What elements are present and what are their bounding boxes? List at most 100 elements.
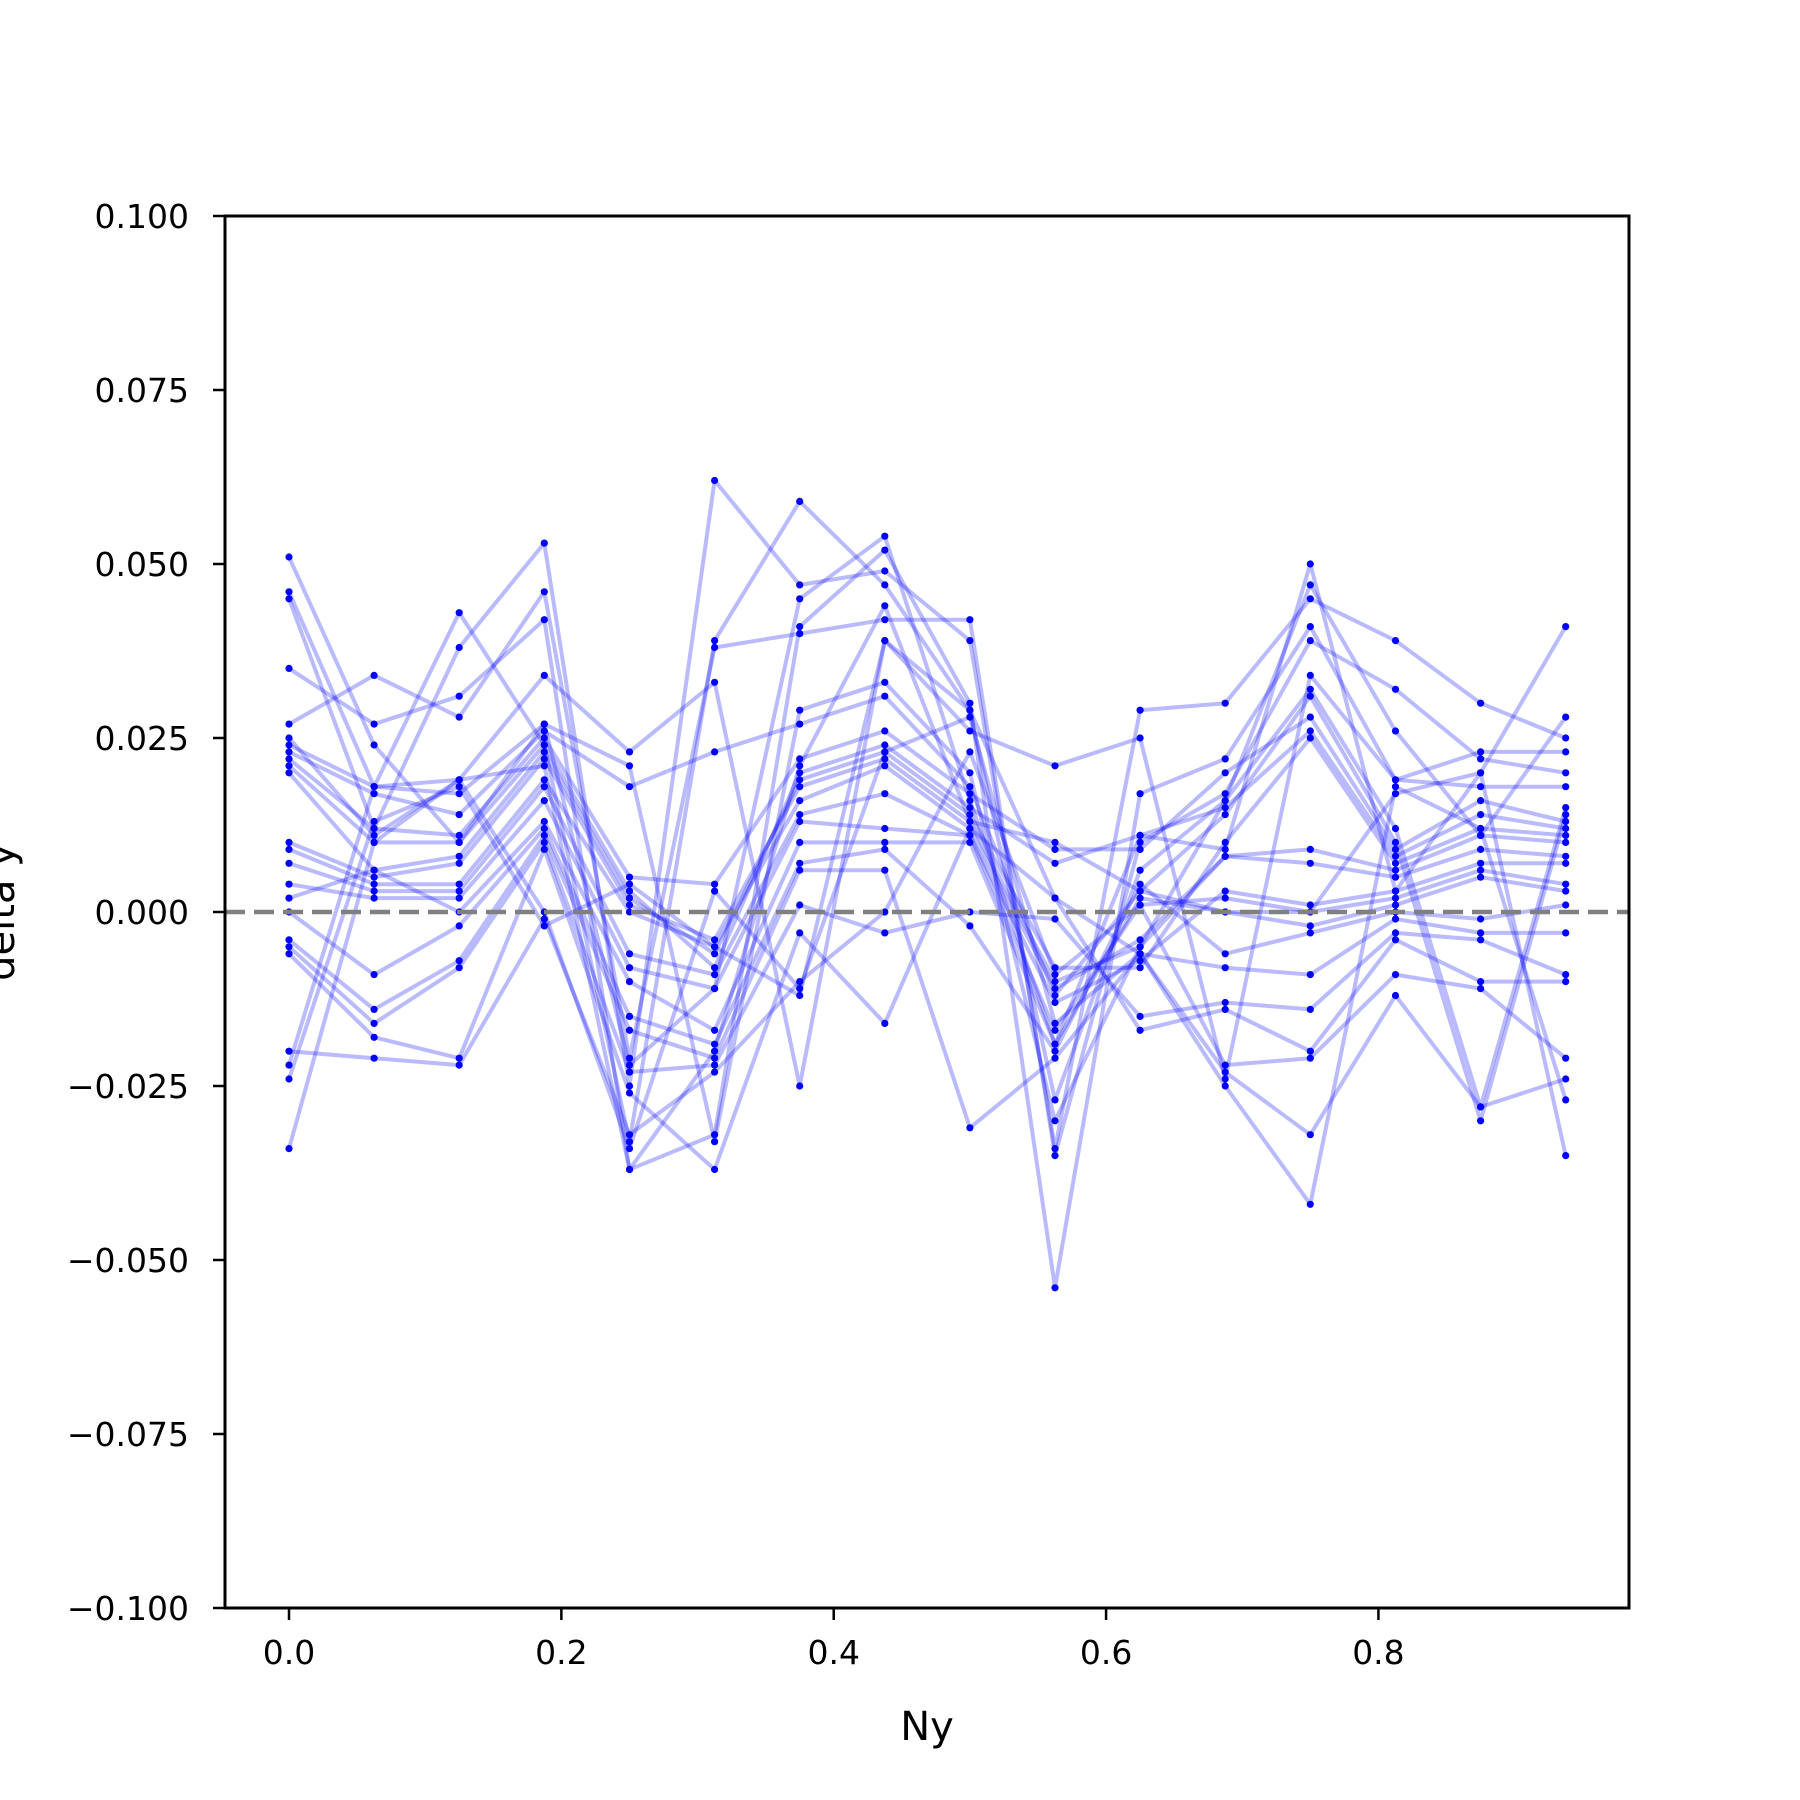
data-point	[881, 581, 889, 589]
data-point	[1051, 1019, 1059, 1027]
data-point	[1306, 692, 1314, 700]
data-point	[796, 776, 804, 784]
series-line-2	[287, 478, 1567, 1151]
data-point	[285, 943, 293, 951]
data-point	[881, 532, 889, 540]
data-point	[1306, 560, 1314, 568]
data-point	[1477, 1117, 1485, 1125]
data-point	[1391, 887, 1400, 895]
data-point	[370, 671, 378, 680]
data-point	[370, 880, 378, 888]
data-point	[1562, 623, 1570, 631]
data-point	[1221, 1068, 1229, 1076]
data-point	[966, 748, 974, 756]
data-point	[1306, 922, 1314, 930]
data-point	[285, 595, 293, 603]
data-point	[881, 845, 889, 854]
data-point	[881, 692, 889, 700]
data-point	[881, 748, 889, 756]
data-point	[540, 762, 548, 770]
data-point	[285, 769, 293, 777]
data-point	[540, 824, 548, 833]
data-point	[1562, 769, 1570, 777]
data-point	[881, 616, 889, 624]
data-point	[711, 1040, 719, 1048]
data-point	[1477, 859, 1485, 867]
series-line-21	[287, 715, 1567, 1151]
data-point	[796, 866, 804, 874]
data-point	[1477, 936, 1485, 944]
data-point	[540, 817, 548, 826]
data-point	[1051, 991, 1059, 1000]
data-point	[625, 901, 634, 909]
data-point	[796, 838, 804, 847]
y-tick-label: 0.075	[95, 371, 189, 410]
data-point	[1391, 852, 1400, 860]
data-point	[285, 1061, 293, 1069]
data-point	[796, 797, 804, 805]
data-point	[455, 852, 463, 860]
data-point	[1562, 880, 1570, 888]
data-point	[1562, 783, 1570, 791]
series-lines	[287, 478, 1568, 1290]
data-point	[881, 824, 889, 833]
data-point	[1391, 929, 1400, 937]
data-point	[285, 845, 293, 854]
data-point	[540, 748, 548, 756]
data-point	[1477, 831, 1485, 840]
data-point	[1477, 699, 1485, 707]
data-point	[625, 1068, 634, 1076]
series-line-0	[287, 534, 1568, 1068]
data-point	[370, 817, 378, 826]
data-point	[966, 824, 974, 833]
data-point	[1221, 797, 1229, 805]
data-point	[1136, 845, 1144, 854]
data-point	[1477, 797, 1485, 805]
data-point	[1221, 790, 1229, 798]
data-point	[285, 880, 293, 888]
series-line-15	[288, 819, 1567, 1047]
data-point	[1221, 845, 1229, 854]
data-point	[1221, 769, 1229, 777]
data-point	[285, 859, 293, 867]
data-point	[285, 950, 293, 958]
data-point	[881, 838, 889, 847]
data-point	[1306, 901, 1314, 909]
data-point	[1562, 1152, 1570, 1160]
data-point	[455, 609, 463, 617]
data-point	[796, 929, 804, 937]
data-point	[796, 991, 804, 1000]
data-point	[1221, 964, 1229, 972]
data-point	[1051, 1026, 1059, 1034]
data-point	[966, 699, 974, 707]
data-point	[625, 1054, 634, 1062]
data-point	[1562, 901, 1570, 909]
data-point	[1051, 838, 1059, 847]
x-axis-title: Ny	[900, 1704, 954, 1750]
data-point	[1477, 769, 1485, 777]
data-point	[1391, 936, 1400, 944]
data-point	[881, 790, 889, 798]
data-point	[455, 1061, 463, 1069]
data-point	[881, 866, 889, 874]
data-point	[455, 783, 463, 791]
series-line-13	[288, 784, 1566, 1005]
series-line-9	[287, 729, 1567, 970]
data-point	[540, 838, 548, 847]
data-point	[1051, 971, 1059, 979]
data-point	[711, 1131, 719, 1139]
x-tick-label: 0.4	[807, 1633, 859, 1672]
data-point	[966, 831, 974, 840]
data-point	[1051, 985, 1059, 993]
data-point	[1562, 817, 1570, 826]
data-point	[1306, 671, 1314, 680]
data-point	[625, 783, 634, 791]
data-point	[796, 978, 804, 986]
data-point	[285, 720, 293, 728]
data-point	[370, 873, 378, 881]
data-point	[966, 727, 974, 735]
data-point	[285, 748, 293, 756]
data-point	[540, 797, 548, 805]
data-point	[540, 539, 548, 547]
